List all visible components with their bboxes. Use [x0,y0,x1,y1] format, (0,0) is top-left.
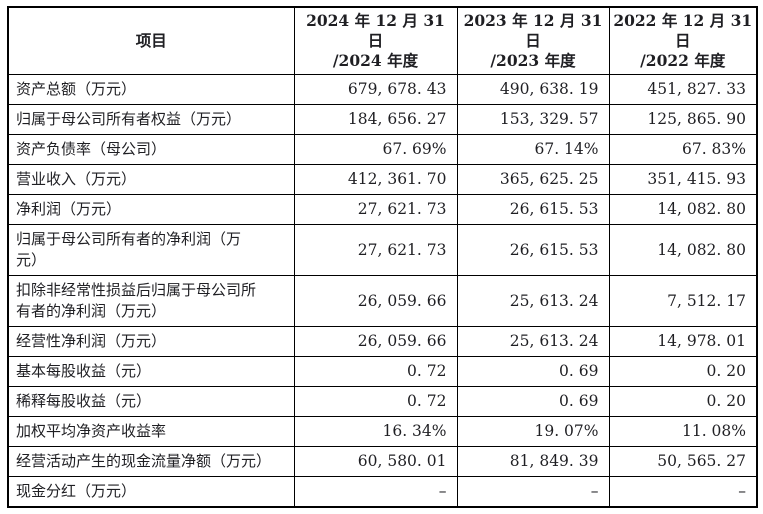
table-row: 归属于母公司所有者权益（万元） 184, 656. 27 153, 329. 5… [7,104,758,135]
value-2022: 11. 08% [608,416,758,447]
header-cell-2024: 2024 年 12 月 31 日 /2024 年度 [293,6,458,75]
header-2023-year: /2023 年度 [490,51,576,70]
value-2023: 153, 329. 57 [456,104,610,135]
table-row: 资产负债率（母公司） 67. 69% 67. 14% 67. 83% [7,134,758,165]
table-row: 归属于母公司所有者的净利润（万 元） 27, 621. 73 26, 615. … [7,224,758,276]
row-label: 稀释每股收益（元） [7,386,295,417]
header-row: 项目 2024 年 12 月 31 日 /2024 年度 2023 年 12 月… [7,6,758,75]
row-label: 营业收入（万元） [7,164,295,195]
table-row: 资产总额（万元） 679, 678. 43 490, 638. 19 451, … [7,74,758,105]
value-2024: 60, 580. 01 [293,446,458,477]
value-2023: 490, 638. 19 [456,74,610,105]
value-2022: 67. 83% [608,134,758,165]
value-2022: 351, 415. 93 [608,164,758,195]
value-2022: 14, 082. 80 [608,194,758,225]
value-2023: 67. 14% [456,134,610,165]
value-2023: 26, 615. 53 [456,194,610,225]
value-2023: 81, 849. 39 [456,446,610,477]
header-cell-2023: 2023 年 12 月 31 日 /2023 年度 [456,6,610,75]
value-2024: 679, 678. 43 [293,74,458,105]
value-2022: 50, 565. 27 [608,446,758,477]
value-2023: 26, 615. 53 [456,224,610,276]
value-2022: 0. 20 [608,356,758,387]
header-2022-year: /2022 年度 [640,51,726,70]
value-2022: 0. 20 [608,386,758,417]
row-label: 资产负债率（母公司） [7,134,295,165]
value-2023: 19. 07% [456,416,610,447]
row-label: 资产总额（万元） [7,74,295,105]
header-cell-item: 项目 [7,6,295,75]
header-cell-2022: 2022 年 12 月 31 日 /2022 年度 [608,6,758,75]
value-2023: 365, 625. 25 [456,164,610,195]
table-row: 现金分红（万元） – – – [7,476,758,508]
table-row: 经营性净利润（万元） 26, 059. 66 25, 613. 24 14, 9… [7,326,758,357]
row-label: 加权平均净资产收益率 [7,416,295,447]
header-2024-year: /2024 年度 [332,51,419,70]
row-label: 扣除非经常性损益后归属于母公司所 有者的净利润（万元） [7,275,295,327]
value-2024: 16. 34% [293,416,458,447]
value-2024: 67. 69% [293,134,458,165]
value-2024: 27, 621. 73 [293,194,458,225]
value-2024: 27, 621. 73 [293,224,458,276]
value-2022: 14, 082. 80 [608,224,758,276]
table-row: 加权平均净资产收益率 16. 34% 19. 07% 11. 08% [7,416,758,447]
financial-summary-table: 项目 2024 年 12 月 31 日 /2024 年度 2023 年 12 月… [7,6,758,508]
value-2024: 0. 72 [293,386,458,417]
row-label: 经营性净利润（万元） [7,326,295,357]
table-row: 基本每股收益（元） 0. 72 0. 69 0. 20 [7,356,758,387]
table-row: 净利润（万元） 27, 621. 73 26, 615. 53 14, 082.… [7,194,758,225]
header-item-label: 项目 [135,31,167,50]
table-row: 扣除非经常性损益后归属于母公司所 有者的净利润（万元） 26, 059. 66 … [7,275,758,327]
header-2024-date: 2024 年 12 月 31 日 [306,11,445,50]
value-2024: 412, 361. 70 [293,164,458,195]
row-label: 经营活动产生的现金流量净额（万元） [7,446,295,477]
value-2023: 25, 613. 24 [456,275,610,327]
value-2023: 0. 69 [456,386,610,417]
value-2022: – [608,476,758,508]
value-2022: 451, 827. 33 [608,74,758,105]
value-2024: 26, 059. 66 [293,326,458,357]
table-row: 稀释每股收益（元） 0. 72 0. 69 0. 20 [7,386,758,417]
row-label: 基本每股收益（元） [7,356,295,387]
value-2022: 14, 978. 01 [608,326,758,357]
row-label: 现金分红（万元） [7,476,295,508]
value-2022: 125, 865. 90 [608,104,758,135]
value-2023: – [456,476,610,508]
table-body: 资产总额（万元） 679, 678. 43 490, 638. 19 451, … [7,74,758,508]
row-label: 净利润（万元） [7,194,295,225]
row-label: 归属于母公司所有者的净利润（万 元） [7,224,295,276]
row-label: 归属于母公司所有者权益（万元） [7,104,295,135]
value-2024: – [293,476,458,508]
table-header: 项目 2024 年 12 月 31 日 /2024 年度 2023 年 12 月… [7,6,758,75]
value-2023: 25, 613. 24 [456,326,610,357]
value-2022: 7, 512. 17 [608,275,758,327]
value-2024: 184, 656. 27 [293,104,458,135]
value-2024: 0. 72 [293,356,458,387]
header-2023-date: 2023 年 12 月 31 日 [463,11,603,50]
table-row: 营业收入（万元） 412, 361. 70 365, 625. 25 351, … [7,164,758,195]
value-2023: 0. 69 [456,356,610,387]
table-row: 经营活动产生的现金流量净额（万元） 60, 580. 01 81, 849. 3… [7,446,758,477]
value-2024: 26, 059. 66 [293,275,458,327]
header-2022-date: 2022 年 12 月 31 日 [613,11,753,50]
